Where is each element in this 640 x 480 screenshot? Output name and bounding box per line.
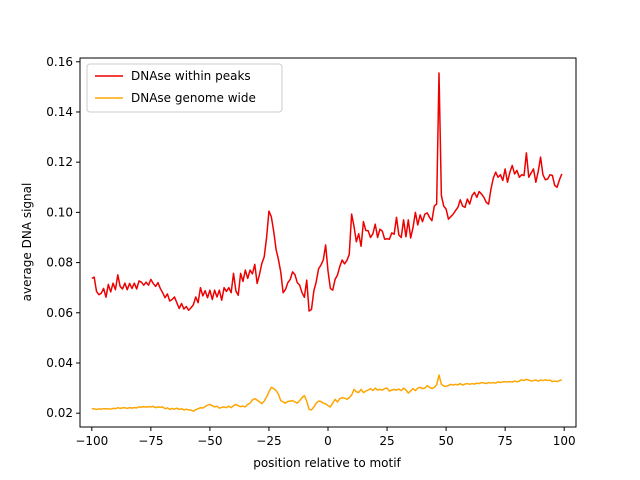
y-tick-label: 0.02	[46, 406, 73, 420]
x-tick-label: −75	[138, 434, 163, 448]
x-axis-ticks: −100 −75 −50 −25 0 25 50 75 100	[75, 427, 576, 448]
y-tick-label: 0.12	[46, 155, 73, 169]
y-axis-label: average DNA signal	[20, 183, 34, 302]
x-tick-label: 100	[553, 434, 576, 448]
series-layer	[91, 72, 563, 412]
y-axis-ticks: 0.02 0.04 0.06 0.08 0.10 0.12 0.14 0.16	[46, 55, 80, 420]
series-line-dnase-within-peaks	[91, 72, 563, 312]
legend-box	[86, 63, 283, 113]
y-tick-label: 0.08	[46, 256, 73, 270]
x-axis-label: position relative to motif	[253, 456, 401, 470]
x-tick-label: 25	[379, 434, 394, 448]
plot-frame	[79, 57, 577, 428]
y-tick-label: 0.06	[46, 306, 73, 320]
x-tick-label: −25	[256, 434, 281, 448]
x-tick-label: −50	[197, 434, 222, 448]
x-tick-label: 50	[438, 434, 453, 448]
series-line-dnase-genome-wide	[91, 374, 563, 412]
y-tick-label: 0.10	[46, 205, 73, 219]
legend-label-dnase-genome-wide: DNAse genome wide	[131, 91, 256, 105]
y-tick-label: 0.16	[46, 55, 73, 69]
x-tick-label: −100	[75, 434, 108, 448]
x-tick-label: 75	[498, 434, 513, 448]
legend: DNAse within peaks DNAse genome wide	[86, 63, 283, 113]
legend-label-dnase-within-peaks: DNAse within peaks	[131, 69, 251, 83]
x-tick-label: 0	[324, 434, 332, 448]
y-tick-label: 0.14	[46, 105, 73, 119]
y-tick-label: 0.04	[46, 356, 73, 370]
